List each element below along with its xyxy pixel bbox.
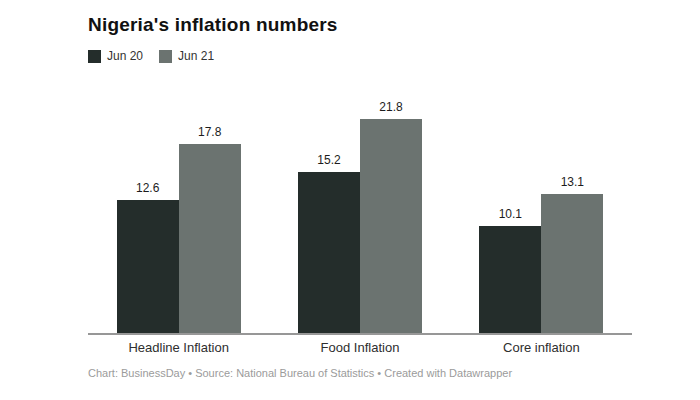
bar-jun-20-headline-inflation xyxy=(117,200,179,333)
bar-group-headline-inflation: 12.6 17.8 xyxy=(88,100,269,333)
value-label-jun-20-headline-inflation: 12.6 xyxy=(136,181,159,195)
bar-jun-20-food-inflation xyxy=(298,172,360,333)
value-label-jun-21-headline-inflation: 17.8 xyxy=(198,125,221,139)
bar-jun-21-food-inflation xyxy=(360,119,422,333)
bar-wrap-jun-21-food-inflation: 21.8 xyxy=(360,100,422,333)
value-label-jun-20-food-inflation: 15.2 xyxy=(317,153,340,167)
bar-group-core-inflation: 10.1 13.1 xyxy=(451,100,632,333)
category-label-core-inflation: Core inflation xyxy=(451,340,632,355)
bar-jun-21-core-inflation xyxy=(541,194,603,333)
legend-swatch-jun21 xyxy=(159,50,172,63)
legend-label-jun21: Jun 21 xyxy=(178,49,214,63)
legend-swatch-jun20 xyxy=(88,50,101,63)
bar-wrap-jun-20-food-inflation: 15.2 xyxy=(298,100,360,333)
bar-wrap-jun-21-core-inflation: 13.1 xyxy=(541,100,603,333)
chart-legend: Jun 20 Jun 21 xyxy=(88,49,214,63)
bar-group-food-inflation: 15.2 21.8 xyxy=(269,100,450,333)
category-label-headline-inflation: Headline Inflation xyxy=(88,340,269,355)
bar-jun-20-core-inflation xyxy=(479,226,541,333)
legend-label-jun20: Jun 20 xyxy=(107,49,143,63)
chart-page: Nigeria's inflation numbers Jun 20 Jun 2… xyxy=(0,0,700,400)
legend-item-jun20: Jun 20 xyxy=(88,49,143,63)
legend-item-jun21: Jun 21 xyxy=(159,49,214,63)
bar-jun-21-headline-inflation xyxy=(179,144,241,333)
value-label-jun-21-food-inflation: 21.8 xyxy=(379,100,402,114)
value-label-jun-21-core-inflation: 13.1 xyxy=(561,175,584,189)
bar-wrap-jun-21-headline-inflation: 17.8 xyxy=(179,100,241,333)
plot-area: 12.6 17.8 15.2 21.8 10.1 13.1 xyxy=(88,100,632,335)
category-labels: Headline InflationFood InflationCore inf… xyxy=(88,340,632,355)
value-label-jun-20-core-inflation: 10.1 xyxy=(499,207,522,221)
bar-wrap-jun-20-headline-inflation: 12.6 xyxy=(117,100,179,333)
category-label-food-inflation: Food Inflation xyxy=(269,340,450,355)
bar-wrap-jun-20-core-inflation: 10.1 xyxy=(479,100,541,333)
chart-title: Nigeria's inflation numbers xyxy=(88,14,338,36)
attribution-footer: Chart: BusinessDay • Source: National Bu… xyxy=(88,367,512,379)
